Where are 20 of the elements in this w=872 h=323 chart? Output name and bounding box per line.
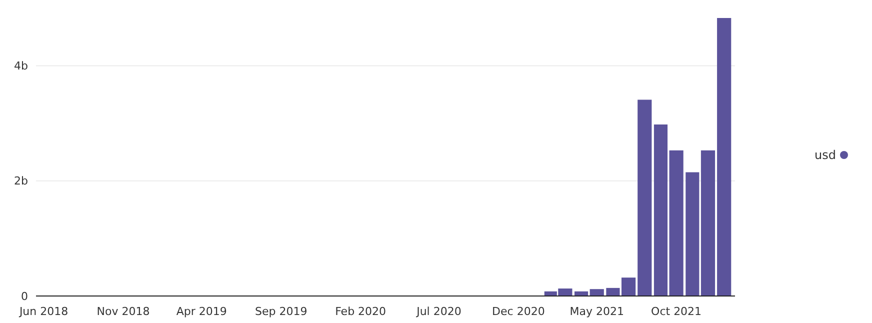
y-tick-label: 4b xyxy=(14,60,28,73)
legend-label: usd xyxy=(814,148,836,162)
x-tick-label: May 2021 xyxy=(570,305,624,318)
x-tick-label: Apr 2019 xyxy=(176,305,227,318)
y-tick-label: 2b xyxy=(14,174,28,188)
x-tick-label: Dec 2020 xyxy=(492,305,545,318)
bar xyxy=(654,124,668,296)
x-tick-label: Jun 2018 xyxy=(18,305,68,318)
x-tick-label: Feb 2020 xyxy=(335,305,386,318)
bar xyxy=(717,18,732,296)
bar xyxy=(669,150,684,296)
bar xyxy=(590,289,604,296)
bar xyxy=(686,172,700,296)
x-tick-label: Jul 2020 xyxy=(416,305,462,318)
x-tick-label: Oct 2021 xyxy=(651,305,702,318)
x-tick-label: Sep 2019 xyxy=(255,305,308,318)
bar xyxy=(638,100,652,296)
x-tick-label: Nov 2018 xyxy=(96,305,150,318)
y-tick-label: 0 xyxy=(21,290,28,303)
bar xyxy=(700,150,716,296)
